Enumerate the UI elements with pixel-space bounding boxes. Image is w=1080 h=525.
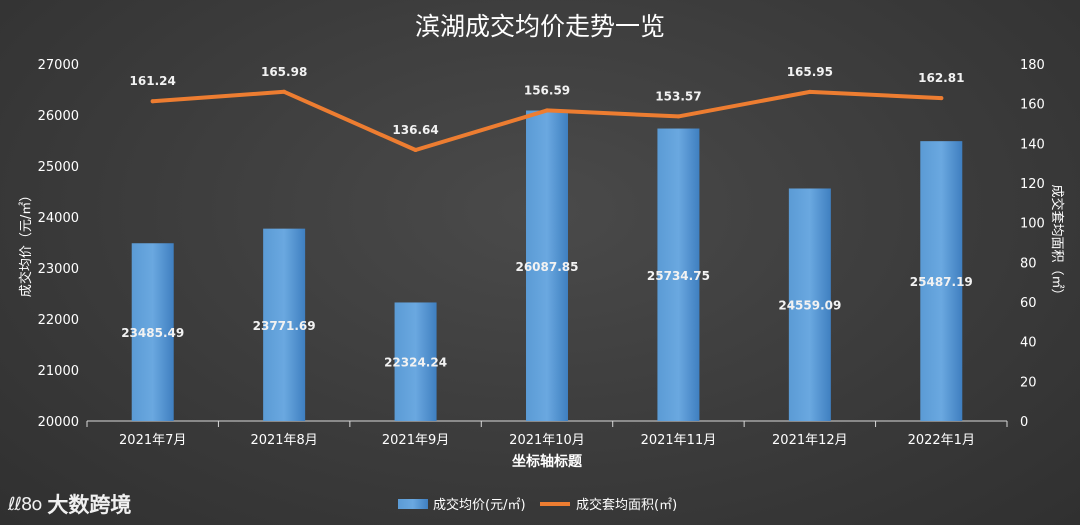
watermark-brand: 大数跨境 xyxy=(47,493,132,517)
line-point xyxy=(545,108,549,113)
y-right-tick-label: 80 xyxy=(1020,256,1037,271)
line-point xyxy=(150,99,155,104)
line-point xyxy=(413,147,418,152)
bar-data-label: 25734.75 xyxy=(647,269,710,283)
y-right-tick-label: 180 xyxy=(1020,58,1045,73)
bar xyxy=(526,110,568,421)
x-tick-label: 2021年12月 xyxy=(772,433,848,448)
line-point xyxy=(676,114,681,119)
bar xyxy=(131,243,174,421)
y-right-tick-label: 140 xyxy=(1020,137,1045,152)
watermark-logo: ℓℓ8o xyxy=(8,493,42,515)
bar-data-label: 23771.69 xyxy=(253,319,316,333)
y-right-tick-label: 0 xyxy=(1020,415,1028,430)
x-tick-label: 2021年9月 xyxy=(382,433,449,448)
y-left-tick-label: 21000 xyxy=(38,364,79,379)
axes-group: 20000 21000 22000 23000 24000 25000 26000 27000… xyxy=(38,58,1045,448)
line-data-label: 156.59 xyxy=(524,83,570,97)
line-group xyxy=(150,89,944,152)
line-data-label: 153.57 xyxy=(655,89,701,103)
bar xyxy=(657,128,700,421)
legend-bar-label: 成交均价(元/㎡) xyxy=(433,497,526,513)
x-tick-label: 2022年1月 xyxy=(908,433,975,448)
bar-data-label: 25487.19 xyxy=(910,275,973,289)
x-tick-label: 2021年11月 xyxy=(641,433,717,448)
y-right-tick-label: 60 xyxy=(1020,296,1037,311)
x-tick-label: 2021年10月 xyxy=(509,433,585,448)
y-left-tick-label: 27000 xyxy=(38,58,79,73)
line-point xyxy=(807,89,812,94)
x-axis-title: 坐标轴标题 xyxy=(512,453,583,470)
legend-bar-swatch xyxy=(398,499,428,509)
bars-group xyxy=(131,110,963,421)
bar xyxy=(788,188,831,421)
y-left-tick-label: 24000 xyxy=(38,211,79,226)
y-left-tick-label: 25000 xyxy=(38,160,79,175)
y-left-tick-label: 23000 xyxy=(38,262,79,277)
data-labels-group: 23485.49 23771.69 22324.24 26087.85 25734.75… xyxy=(121,65,973,370)
line-data-label: 165.95 xyxy=(787,65,833,79)
bar-data-label: 23485.49 xyxy=(121,326,184,340)
line-data-label: 161.24 xyxy=(130,74,176,88)
chart-title: 滨湖成交均价走势一览 xyxy=(415,12,665,41)
y-right-tick-label: 20 xyxy=(1020,375,1037,390)
bar-data-label: 24559.09 xyxy=(778,299,841,313)
line-point xyxy=(282,89,287,94)
watermark: ℓℓ8o 大数跨境 xyxy=(8,489,131,519)
bar xyxy=(394,302,437,421)
bar-data-label: 26087.85 xyxy=(515,260,578,274)
y-axis-left-title: 成交均价（元/㎡） xyxy=(18,189,34,297)
y-right-tick-label: 100 xyxy=(1020,217,1045,232)
bar xyxy=(263,228,306,421)
line-point xyxy=(939,96,944,101)
legend-line-label: 成交套均面积(㎡) xyxy=(576,497,677,513)
y-left-tick-label: 22000 xyxy=(38,313,79,328)
x-tick-label: 2021年8月 xyxy=(250,433,317,448)
y-left-tick-label: 20000 xyxy=(38,415,79,430)
bar-data-label: 22324.24 xyxy=(384,356,447,370)
line-data-label: 136.64 xyxy=(392,123,438,137)
y-right-tick-label: 120 xyxy=(1020,177,1045,192)
line-data-label: 165.98 xyxy=(261,65,307,79)
y-axis-right-title: 成交套均面积（㎡） xyxy=(1049,184,1065,301)
y-right-tick-label: 40 xyxy=(1020,336,1037,351)
legend: 成交均价(元/㎡) 成交套均面积(㎡) xyxy=(398,497,677,513)
bar xyxy=(920,141,963,421)
line-data-label: 162.81 xyxy=(918,71,964,85)
x-tick-label: 2021年7月 xyxy=(119,433,186,448)
y-left-tick-label: 26000 xyxy=(38,109,79,124)
y-right-tick-label: 160 xyxy=(1020,98,1045,113)
